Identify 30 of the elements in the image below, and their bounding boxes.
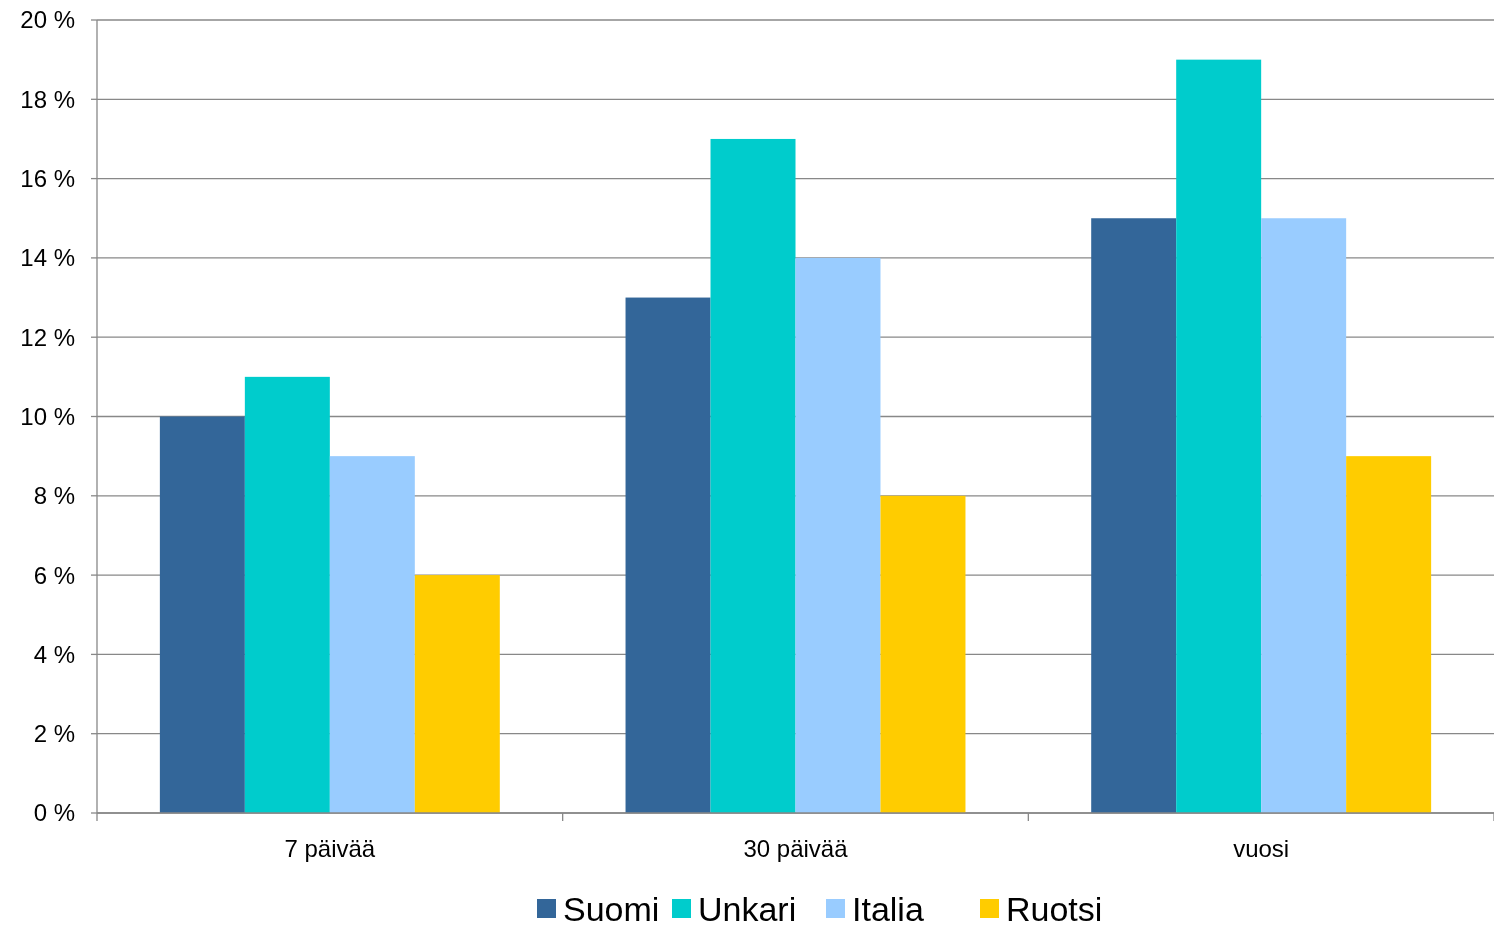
bar	[625, 297, 711, 813]
bar	[159, 416, 245, 813]
y-tick-label: 0 %	[33, 799, 75, 827]
y-tick-label: 8 %	[33, 482, 75, 510]
bar	[1176, 59, 1262, 813]
bar	[880, 495, 966, 813]
bar	[1346, 456, 1432, 813]
y-tick-label: 16 %	[20, 165, 75, 192]
y-tick-label: 18 %	[20, 85, 75, 113]
bar	[329, 456, 415, 813]
x-tick-label: 30 päivää	[743, 835, 849, 862]
legend-label: Ruotsi	[1006, 889, 1103, 925]
x-tick-label: 7 päivää	[284, 835, 376, 862]
y-tick-label: 2 %	[33, 720, 75, 748]
legend-label: Suomi	[563, 889, 660, 925]
bar	[414, 575, 500, 813]
legend-label: Unkari	[698, 889, 797, 925]
x-tick-label: vuosi	[1233, 835, 1290, 862]
y-tick-label: 6 %	[33, 561, 75, 589]
bar	[1091, 218, 1177, 813]
y-tick-label: 12 %	[20, 323, 75, 351]
y-tick-label: 10 %	[20, 402, 75, 430]
bar	[710, 138, 796, 813]
y-tick-label: 4 %	[33, 640, 75, 668]
bar	[244, 376, 330, 813]
y-tick-label: 14 %	[20, 244, 75, 272]
bar	[795, 257, 881, 813]
y-tick-label: 20 %	[20, 6, 75, 34]
bar	[1261, 218, 1347, 813]
legend-label: Italia	[852, 889, 924, 925]
